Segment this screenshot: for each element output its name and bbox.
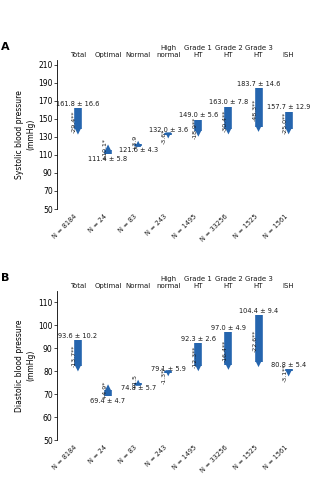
Text: N = 1495: N = 1495 (172, 444, 198, 471)
Text: High
normal: High normal (156, 45, 180, 58)
Text: 161.8 ± 16.6: 161.8 ± 16.6 (56, 100, 100, 106)
Text: -3.1**: -3.1** (283, 364, 288, 382)
Text: -3.6*: -3.6* (162, 129, 167, 144)
Text: 104.4 ± 9.4: 104.4 ± 9.4 (239, 308, 278, 314)
Text: -30.4**: -30.4** (222, 110, 227, 132)
Text: Optimal: Optimal (94, 282, 122, 288)
Text: B: B (1, 273, 10, 283)
Text: +3.9: +3.9 (132, 135, 137, 150)
Text: High
normal: High normal (156, 276, 180, 288)
Text: +10.1*: +10.1* (102, 138, 107, 160)
Text: +1.5: +1.5 (132, 374, 137, 389)
Text: 74.8 ± 5.7: 74.8 ± 5.7 (120, 386, 156, 392)
Text: 132.0 ± 3.6: 132.0 ± 3.6 (149, 128, 188, 134)
Text: N = 1495: N = 1495 (172, 214, 198, 240)
Text: ISH: ISH (283, 282, 295, 288)
Text: N = 24: N = 24 (88, 444, 108, 465)
Text: N = 1525: N = 1525 (232, 444, 258, 471)
Text: Normal: Normal (125, 282, 151, 288)
Text: Total: Total (70, 52, 86, 58)
Text: 93.6 ± 10.2: 93.6 ± 10.2 (58, 332, 98, 338)
Text: A: A (1, 42, 10, 52)
Text: N = 83: N = 83 (118, 444, 138, 465)
Text: 79.1 ± 5.9: 79.1 ± 5.9 (151, 366, 186, 372)
Text: Grade 2
HT: Grade 2 HT (215, 45, 242, 58)
Text: 163.0 ± 7.8: 163.0 ± 7.8 (209, 100, 248, 105)
Text: 80.8 ± 5.4: 80.8 ± 5.4 (271, 362, 306, 368)
Text: ISH: ISH (283, 52, 295, 58)
Text: Optimal: Optimal (94, 52, 122, 58)
Text: -13.7**: -13.7** (72, 344, 77, 367)
Text: N = 8184: N = 8184 (52, 214, 78, 240)
Text: 111.4 ± 5.8: 111.4 ± 5.8 (88, 156, 128, 162)
Text: N = 33256: N = 33256 (199, 444, 228, 474)
Text: N = 33256: N = 33256 (199, 214, 228, 243)
Text: Grade 2
HT: Grade 2 HT (215, 276, 242, 288)
Text: 149.0 ± 5.6: 149.0 ± 5.6 (179, 112, 218, 118)
Text: -25.0**: -25.0** (283, 112, 288, 134)
Text: 157.7 ± 12.9: 157.7 ± 12.9 (267, 104, 310, 110)
Text: Total: Total (70, 282, 86, 288)
Text: -22.6**: -22.6** (252, 330, 258, 352)
Text: N = 83: N = 83 (118, 214, 138, 234)
Text: Grade 1
HT: Grade 1 HT (185, 45, 212, 58)
Text: N = 24: N = 24 (88, 214, 108, 234)
Y-axis label: Systolic blood pressure
(mmHg): Systolic blood pressure (mmHg) (15, 90, 35, 179)
Text: -16.4**: -16.4** (222, 340, 227, 362)
Text: 97.0 ± 4.9: 97.0 ± 4.9 (211, 325, 246, 331)
Text: -18.9**: -18.9** (192, 117, 197, 140)
Text: 69.4 ± 4.7: 69.4 ± 4.7 (90, 398, 125, 404)
Text: +4.9*: +4.9* (102, 380, 107, 399)
Text: -29.4**: -29.4** (72, 110, 77, 132)
Text: N = 1561: N = 1561 (262, 444, 289, 471)
Text: -48.3**: -48.3** (252, 99, 258, 122)
Text: -12.3**: -12.3** (192, 346, 197, 368)
Text: 183.7 ± 14.6: 183.7 ± 14.6 (237, 81, 280, 87)
Text: N = 8184: N = 8184 (52, 444, 78, 471)
Text: N = 243: N = 243 (145, 214, 168, 237)
Text: Grade 3
HT: Grade 3 HT (245, 45, 272, 58)
Text: Grade 3
HT: Grade 3 HT (245, 276, 272, 288)
Text: N = 1561: N = 1561 (262, 214, 289, 240)
Text: 92.3 ± 2.6: 92.3 ± 2.6 (181, 336, 216, 342)
Text: Grade 1
HT: Grade 1 HT (185, 276, 212, 288)
Text: N = 1525: N = 1525 (232, 214, 258, 240)
Text: N = 243: N = 243 (145, 444, 168, 468)
Y-axis label: Diastolic blood pressure
(mmHg): Diastolic blood pressure (mmHg) (15, 319, 35, 412)
Text: 121.6 ± 4.3: 121.6 ± 4.3 (118, 146, 158, 152)
Text: Normal: Normal (125, 52, 151, 58)
Text: -1.3**: -1.3** (162, 366, 167, 384)
